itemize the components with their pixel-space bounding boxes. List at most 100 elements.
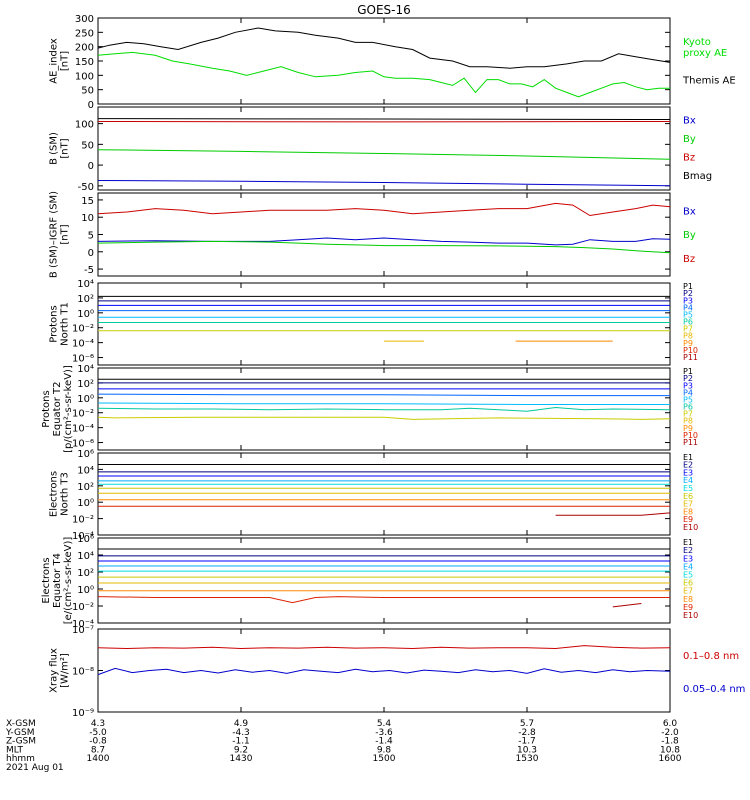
- x-tick-label: -1.1: [232, 737, 250, 747]
- legend-label: 0.1–0.8 nm: [683, 651, 739, 662]
- legend-label: E1: [683, 453, 693, 462]
- y-tick-label: 10⁻⁴: [72, 424, 94, 435]
- x-tick-label: 1430: [230, 754, 253, 764]
- y-tick-label: 5: [88, 231, 94, 242]
- y-axis-label: [nT]: [60, 138, 71, 158]
- panel-8: 10⁻⁹ 10⁻⁸ 10⁻⁷ Xray flux [W/m²] 0.1–0.8 nm 0.0…: [49, 625, 746, 719]
- y-axis-label: Electrons: [41, 557, 52, 603]
- series-line-themis-ae: [97, 27, 671, 69]
- y-axis-label: Equator T2: [52, 382, 63, 437]
- y-tick-label: 10⁻⁴: [72, 619, 94, 630]
- series-line-kyoto-proxy-ae: [97, 51, 670, 98]
- y-tick-label: 100: [75, 120, 94, 131]
- y-tick-label: 10⁻²: [72, 515, 94, 526]
- y-tick-label: 10⁻²: [72, 409, 94, 420]
- x-tick-label: 1600: [659, 754, 682, 764]
- legend-label: P11: [683, 438, 698, 447]
- y-axis-label: [W/m²]: [60, 653, 71, 688]
- x-row-label: Y-GSM: [5, 728, 34, 738]
- y-tick-label: 10²: [77, 482, 94, 493]
- legend-label: P2: [683, 289, 693, 298]
- y-axis-label: Xray flux: [49, 648, 60, 693]
- legend-label: Kyoto: [683, 37, 711, 48]
- y-tick-label: 300: [75, 14, 94, 25]
- x-tick-label: -2.8: [518, 728, 536, 738]
- y-tick-label: 10⁻⁷: [72, 625, 94, 636]
- y-axis-label: Equator T4: [52, 553, 63, 608]
- y-axis-label: B (SM)–IGRF (SM): [49, 191, 60, 278]
- panel-2: -50 0 50 100 B (SM) [nT] Bx By Bz Bmag: [49, 106, 712, 193]
- x-tick-label: 9.2: [234, 745, 248, 755]
- legend: 0.1–0.8 nm 0.05–0.4 nm: [683, 651, 745, 695]
- x-axis-block: X-GSM 4.3 4.9 5.4 5.7 6.0 Y-GSM -5.0 -4.3 -3.6 -2.…: [5, 719, 682, 773]
- y-tick-label: 50: [81, 86, 94, 97]
- y-axis-label: Protons: [41, 390, 52, 427]
- legend-label: E2: [683, 546, 693, 555]
- legend-label: P5: [683, 395, 693, 404]
- legend-label: P8: [683, 417, 693, 426]
- x-tick-label: -4.3: [232, 728, 250, 738]
- panel-frame: [97, 452, 671, 536]
- legend-label: P1: [683, 367, 693, 376]
- legend-label: Themis AE: [682, 75, 736, 86]
- x-tick-label: -5.0: [89, 728, 107, 738]
- series-line-p5: [97, 402, 670, 405]
- y-tick-label: 0: [88, 248, 94, 259]
- legend-label: P3: [683, 381, 693, 390]
- legend-label: Bz: [683, 254, 695, 265]
- legend-label: E10: [683, 611, 698, 620]
- series-line-p4: [97, 393, 670, 397]
- x-tick-label: 9.8: [377, 745, 392, 755]
- y-tick-label: 0: [88, 161, 94, 172]
- y-tick-label: 10: [81, 213, 94, 224]
- y-tick-label: 10⁶: [77, 534, 94, 545]
- y-axis-label: Protons: [49, 305, 60, 342]
- x-tick-label: 6.0: [663, 719, 678, 729]
- series-line-e9: [97, 596, 670, 604]
- y-tick-label: 10⁴: [77, 279, 94, 290]
- legend-label: E4: [683, 562, 693, 571]
- x-tick-label: 4.3: [91, 719, 105, 729]
- y-axis-label: AE_index: [49, 38, 60, 84]
- legend-label: E3: [683, 554, 693, 563]
- series-line-e10: [555, 512, 671, 516]
- x-tick-label: -3.6: [375, 728, 393, 738]
- x-row-label: X-GSM: [6, 719, 36, 729]
- series-line-by: [97, 240, 671, 254]
- legend-label: By: [683, 134, 696, 145]
- series-line-bz: [97, 202, 671, 217]
- legend-label: E10: [683, 523, 698, 532]
- panel-3: -5 0 5 10 15 B (SM)–IGRF (SM) [nT] Bx By Bz: [49, 191, 696, 278]
- series-line-p7: [97, 416, 671, 420]
- legend-label: P7: [683, 410, 693, 419]
- y-tick-label: 10⁻²: [72, 602, 94, 613]
- legend: Bx By Bz Bmag: [683, 116, 712, 182]
- y-tick-label: 10⁴: [77, 465, 94, 476]
- y-axis-label: [nT]: [60, 51, 71, 71]
- legend-label: E4: [683, 476, 693, 485]
- y-tick-label: 10⁴: [77, 364, 94, 375]
- legend-label: E2: [683, 461, 693, 470]
- series-line-e10: [612, 603, 642, 608]
- x-row-label: Z-GSM: [6, 737, 36, 747]
- x-row-label: hhmm: [6, 754, 35, 764]
- y-tick-label: 10⁰: [77, 585, 94, 596]
- series-line-0-1-0-8-nm: [97, 645, 671, 650]
- legend-label: By: [683, 230, 696, 241]
- y-tick-label: 10⁻⁴: [72, 339, 94, 350]
- y-tick-label: 10⁻⁹: [72, 708, 94, 719]
- panel-5: 10⁻⁶ 10⁻⁴ 10⁻² 10⁰ 10² 10⁴ Protons Equator T2 [p…: [41, 364, 698, 453]
- y-tick-label: 10⁴: [77, 551, 94, 562]
- y-tick-label: 10⁻⁶: [72, 439, 94, 450]
- x-tick-label: -1.4: [375, 737, 393, 747]
- y-axis-label: North T1: [60, 302, 71, 346]
- legend-label: P7: [683, 325, 693, 334]
- x-tick-label: -2.0: [661, 728, 679, 738]
- series-line-bmag: [97, 118, 671, 120]
- legend-label: 0.05–0.4 nm: [683, 684, 745, 695]
- y-tick-label: 10²: [77, 294, 94, 305]
- legend-label: P4: [683, 303, 693, 312]
